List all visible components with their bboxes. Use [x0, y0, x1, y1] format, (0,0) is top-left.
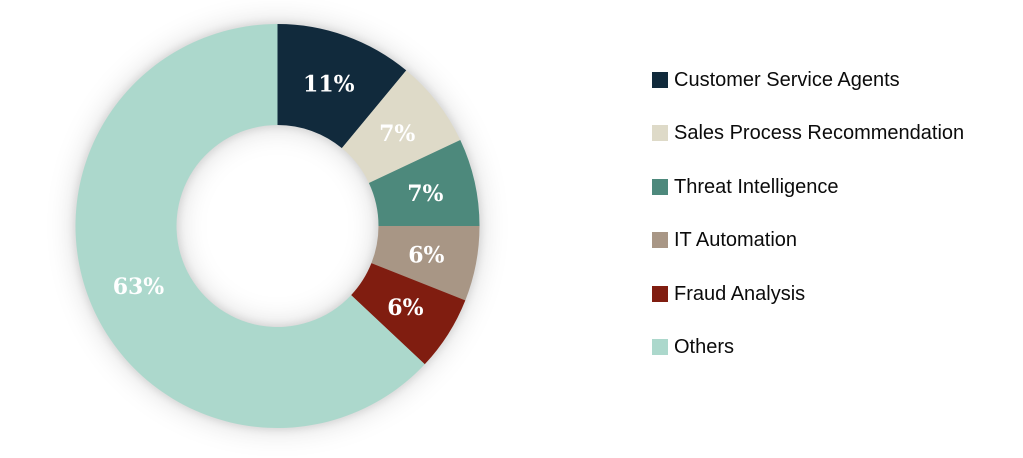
donut-segment-threat-intelligence [368, 139, 480, 226]
legend-item-customer-service-agents: Customer Service Agents [652, 53, 964, 107]
segment-label-it-automation: 6% [408, 242, 444, 268]
legend-label-threat-intelligence: Threat Intelligence [674, 175, 839, 198]
chart-legend: Customer Service Agents Sales Process Re… [652, 53, 964, 374]
legend-item-it-automation: IT Automation [652, 214, 964, 268]
segment-label-threat-intelligence: 7% [407, 181, 443, 207]
legend-label-it-automation: IT Automation [674, 229, 798, 252]
donut-segment-it-automation [371, 226, 480, 301]
legend-swatch-others [652, 339, 668, 356]
donut-segment-sales-process-recommendation [341, 70, 461, 183]
legend-swatch-it-automation [652, 232, 668, 249]
legend-swatch-sales-process-recommendation [652, 125, 668, 142]
legend-label-fraud-analysis: Fraud Analysis [674, 282, 806, 305]
segment-label-sales-process-recommendation: 7% [379, 121, 415, 147]
legend-label-customer-service-agents: Customer Service Agents [674, 68, 900, 91]
segment-label-fraud-analysis: 6% [387, 295, 423, 321]
segment-label-customer-service-agents: 11% [303, 71, 355, 97]
legend-item-threat-intelligence: Threat Intelligence [652, 160, 964, 214]
legend-label-others: Others [674, 336, 735, 359]
legend-item-others: Others [652, 321, 964, 375]
donut-segment-others [75, 24, 425, 428]
legend-swatch-customer-service-agents [652, 71, 668, 88]
legend-item-sales-process-recommendation: Sales Process Recommendation [652, 107, 964, 161]
legend-label-sales-process-recommendation: Sales Process Recommendation [674, 122, 965, 145]
donut-segment-fraud-analysis [351, 263, 466, 365]
donut-segment-customer-service-agents [277, 24, 407, 149]
donut-chart-canvas: 11% 7% 7% 6% 6% 63% [75, 24, 480, 428]
legend-swatch-threat-intelligence [652, 178, 668, 195]
segment-label-others: 63% [113, 274, 165, 300]
donut-chart: 11% 7% 7% 6% 6% 63% [75, 24, 480, 428]
legend-swatch-fraud-analysis [652, 285, 668, 302]
legend-item-fraud-analysis: Fraud Analysis [652, 267, 964, 321]
